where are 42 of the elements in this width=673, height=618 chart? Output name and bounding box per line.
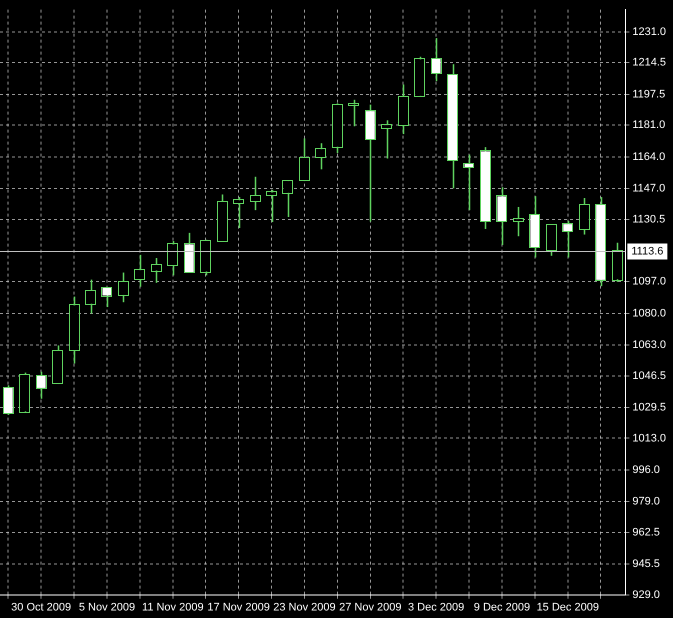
candlestick — [101, 286, 112, 308]
y-tick-label: 1164.0 — [632, 150, 666, 163]
candlestick — [118, 272, 129, 303]
y-tick-label: 1181.0 — [632, 119, 666, 132]
y-tick-label: 1080.0 — [632, 307, 666, 320]
x-tick-label: 27 Nov 2009 — [339, 601, 402, 614]
candlestick — [513, 206, 524, 237]
candlestick — [282, 180, 293, 218]
y-tick-label: 1197.5 — [632, 88, 666, 100]
candlestick — [36, 370, 47, 400]
y-tick-label: 1046.5 — [632, 370, 666, 382]
x-tick-label: 23 Nov 2009 — [273, 601, 336, 614]
candlestick — [315, 142, 326, 170]
y-tick-label: 1147.0 — [632, 182, 666, 195]
y-tick-label: 945.5 — [632, 558, 660, 570]
x-tick-label: 30 Oct 2009 — [11, 601, 72, 614]
y-tick-label: 962.5 — [632, 526, 660, 538]
candlestick — [431, 37, 442, 82]
candlestick — [381, 120, 392, 160]
y-tick-label: 979.0 — [632, 496, 660, 508]
candlestick — [85, 278, 96, 314]
x-tick-label: 11 Nov 2009 — [142, 601, 204, 614]
ref-line-label: 1113.6 — [631, 246, 664, 258]
y-tick-label: 1013.0 — [632, 432, 666, 444]
y-tick-label: 1063.0 — [632, 339, 666, 352]
candlestick — [299, 138, 310, 182]
x-tick-label: 3 Dec 2009 — [408, 601, 464, 614]
y-tick-label: 1214.5 — [632, 56, 666, 69]
x-tick-label: 17 Nov 2009 — [207, 601, 270, 614]
y-tick-label: 996.0 — [632, 464, 660, 476]
x-tick-label: 9 Dec 2009 — [474, 601, 530, 614]
x-tick-label: 15 Dec 2009 — [536, 601, 599, 614]
candlestick — [151, 257, 162, 284]
y-tick-label: 929.0 — [632, 588, 660, 601]
y-tick-label: 1097.0 — [632, 276, 666, 288]
candlestick — [562, 220, 573, 258]
candlestick — [250, 176, 261, 211]
y-tick-label: 1130.5 — [632, 213, 666, 226]
y-tick-label: 1231.0 — [632, 26, 666, 38]
y-tick-label: 1029.5 — [632, 402, 666, 414]
candlestick — [134, 254, 145, 288]
x-tick-label: 5 Nov 2009 — [78, 601, 136, 614]
